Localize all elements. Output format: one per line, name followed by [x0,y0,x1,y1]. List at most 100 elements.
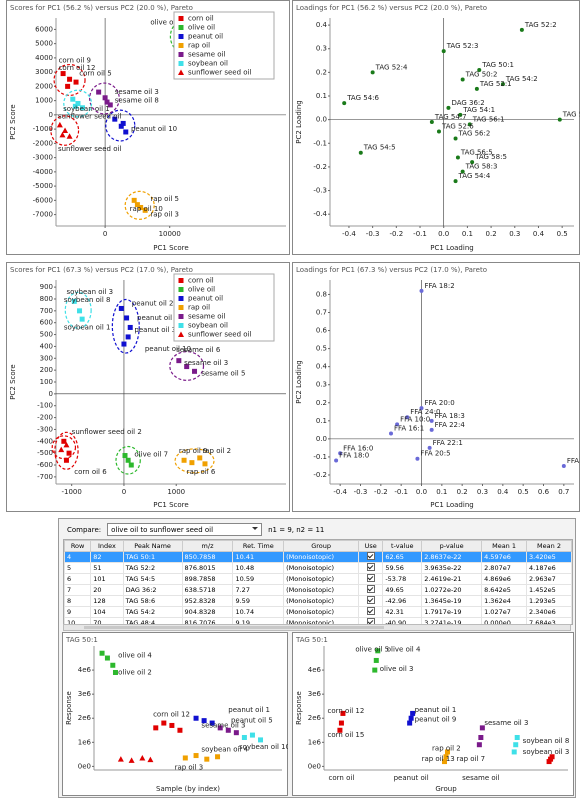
point-marker [334,458,339,463]
table-cell: 1.7917e-19 [421,606,483,618]
point-marker [104,655,110,661]
legend-label: peanut oil [188,295,223,303]
point-label: FFA 20:5 [420,450,450,458]
x-axis-label: PC1 Score [153,501,188,509]
x-tick-label: 0.0 [416,488,427,496]
point-marker [375,648,381,654]
table-cell: 3.420e5 [526,551,572,563]
annotation: olive oil 7 [134,450,168,458]
use-checkbox[interactable] [366,574,375,582]
x-tick-label: 0.5 [518,488,529,496]
table-cell: TAG 50:1 [122,551,183,563]
use-checkbox[interactable] [366,552,375,560]
x-tick-label: -0.2 [389,230,403,238]
x-tick-label: 0 [103,230,107,238]
x-tick-label: -0.1 [413,230,427,238]
point-marker [63,441,70,448]
compare-dropdown[interactable]: olive oil to sunflower seed oil [107,523,263,536]
panel-border [292,632,574,796]
use-checkbox[interactable] [366,618,375,624]
point-marker [217,725,223,731]
horizontal-scrollbar[interactable] [63,624,571,631]
point-marker [131,197,137,203]
annotation: peanut oil 1 [415,706,457,714]
table-cell: 101 [90,573,124,585]
point-marker [176,358,182,364]
table-cell: 8.642e5 [481,584,528,596]
use-checkbox[interactable] [366,585,375,593]
point-marker [127,324,133,330]
point-marker [67,76,73,82]
point-marker [500,82,505,87]
table-cell: 850.7858 [181,551,234,563]
y-tick-label: 2e6 [78,714,92,722]
x-tick-label: -0.2 [374,488,388,496]
y-tick-label: 200 [40,366,53,374]
chart-title: Scores for PC1 (67.3 %) versus PC2 (17.0… [10,266,193,274]
y-axis-label: PC2 Loading [295,360,303,403]
use-checkbox[interactable] [366,563,375,571]
table-cell: (Monoisotopic) [283,595,360,607]
table-cell [358,617,384,624]
group-counts: n1 = 9, n2 = 11 [268,525,325,534]
use-checkbox[interactable] [366,596,375,604]
column-header: t-value [382,540,423,552]
annotation: sunflower seed oil [58,145,122,153]
point-marker [342,101,347,106]
annotation: peanut oil 3 [134,326,176,334]
y-tick-label: -0.1 [313,453,327,461]
y-tick-label: 4000 [35,54,53,62]
x-axis-label: PC1 Loading [430,501,473,509]
point-marker [513,742,519,748]
y-tick-label: -700 [37,473,53,481]
table-cell: 5 [64,562,92,574]
use-checkbox[interactable] [366,607,375,615]
point-label: TAG 56:1 [472,115,505,123]
point-marker [65,83,71,89]
point-marker [474,86,479,91]
point-marker [189,460,195,466]
y-tick-label: 0.2 [316,399,327,407]
point-marker [419,406,424,411]
table-cell: 7.684e3 [526,617,572,624]
y-tick-label: 0.1 [316,92,327,100]
y-tick-label: 3000 [35,68,53,76]
point-marker [455,155,460,160]
annotation: rap oil 6 [187,468,216,476]
y-tick-label: 0.3 [316,45,327,53]
point-marker [407,720,413,726]
table-cell: 7.27 [232,584,285,596]
y-tick-label: -0.2 [313,163,327,171]
legend-marker [178,25,184,30]
table-cell: 1.3645e-19 [421,595,483,607]
legend-label: peanut oil [188,33,223,41]
annotation: olive oil 2 [118,668,152,676]
table-cell: 638.5718 [181,584,234,596]
y-tick-label: 600 [40,319,53,327]
point-marker [193,753,199,759]
point-marker [372,667,378,673]
table-cell: 2.340e6 [526,606,572,618]
legend-label: sunflower seed oil [188,331,252,339]
table-row: 6 101 TAG 54:5 898.7858 10.59 (Monoisotopic) -… [64,573,572,585]
legend-label: corn oil [188,277,214,285]
annotation: olive oil 5 [150,18,184,26]
annotation: olive oil 5 [355,646,389,654]
chart-title: Scores for PC1 (56.2 %) versus PC2 (20.0… [10,4,193,12]
y-tick-label: 1000 [35,97,53,105]
y-tick-label: 2000 [35,82,53,90]
point-marker [66,133,73,139]
table-row[interactable]: 4 82 TAG 50:1 850.7858 10.41 (Monoisotopic) 62… [64,551,572,563]
table-cell: 904.8328 [181,606,234,618]
table-cell: (Monoisotopic) [283,573,360,585]
annotation: sunflower seed oil [58,112,122,120]
table-cell: 2.807e7 [481,562,528,574]
table-cell: 10.41 [232,551,285,563]
point-marker [477,68,482,72]
point-marker [153,725,159,731]
cluster-ellipse [105,109,136,142]
point-marker [112,669,118,675]
cluster-ellipse [63,89,93,118]
scroll-thumb[interactable] [84,626,384,629]
point-marker [338,720,344,726]
